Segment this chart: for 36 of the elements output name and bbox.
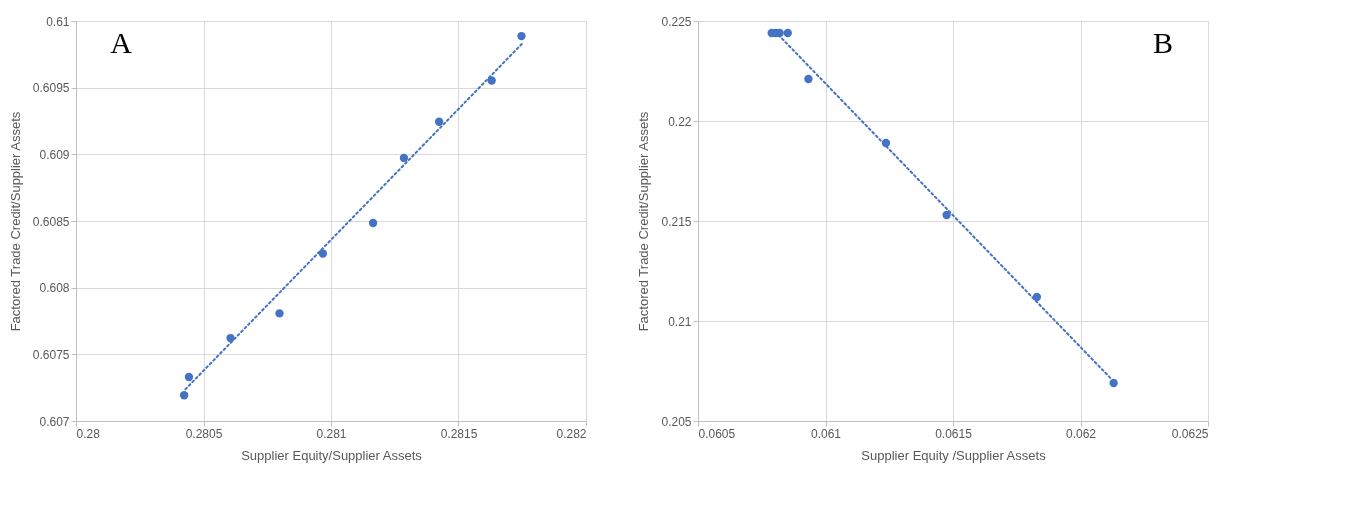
y-tick-label: 0.225 <box>661 14 692 29</box>
y-tick-label: 0.608 <box>39 281 70 296</box>
x-tick-label: 0.2815 <box>440 426 478 441</box>
point <box>434 117 444 126</box>
y-axis-title: Factored Trade Credit/Supplier Assets <box>636 111 652 332</box>
point <box>399 153 409 163</box>
point <box>517 31 526 41</box>
y-axis-title: Factored Trade Credit/Supplier Assets <box>7 111 23 332</box>
y-tick-label: 0.609 <box>39 147 70 162</box>
point <box>368 218 378 228</box>
x-tick-label: 0.2805 <box>185 426 223 441</box>
x-tick-label: 0.0625 <box>1171 426 1209 441</box>
y-tick-label: 0.21 <box>668 314 692 329</box>
x-tick-label: 0.281 <box>316 426 347 441</box>
x-tick-label: 0.0615 <box>935 426 973 441</box>
y-tick-label: 0.22 <box>668 114 692 129</box>
annotation: A <box>110 26 133 59</box>
point <box>318 249 328 258</box>
y-tick-label: 0.6095 <box>32 81 70 96</box>
x-tick-label: 0.282 <box>556 426 587 441</box>
x-tick-label: 0.0605 <box>698 426 736 441</box>
y-tick-label: 0.61 <box>46 14 70 29</box>
x-axis-title: Supplier Equity/Supplier Assets <box>241 447 423 463</box>
point <box>179 391 189 400</box>
y-tick-label: 0.607 <box>39 414 70 429</box>
y-tick-label: 0.205 <box>661 414 692 429</box>
x-tick-label: 0.28 <box>76 426 101 441</box>
y-tick-label: 0.215 <box>661 214 692 229</box>
x-tick-label: 0.061 <box>810 426 842 441</box>
point <box>275 309 284 318</box>
annotation: B <box>1152 26 1174 59</box>
y-tick-label: 0.6085 <box>32 214 70 229</box>
x-axis-title: Supplier Equity /Supplier Assets <box>861 447 1047 463</box>
x-tick-label: 0.062 <box>1065 426 1097 441</box>
point <box>184 372 194 382</box>
y-tick-label: 0.6075 <box>32 347 70 362</box>
